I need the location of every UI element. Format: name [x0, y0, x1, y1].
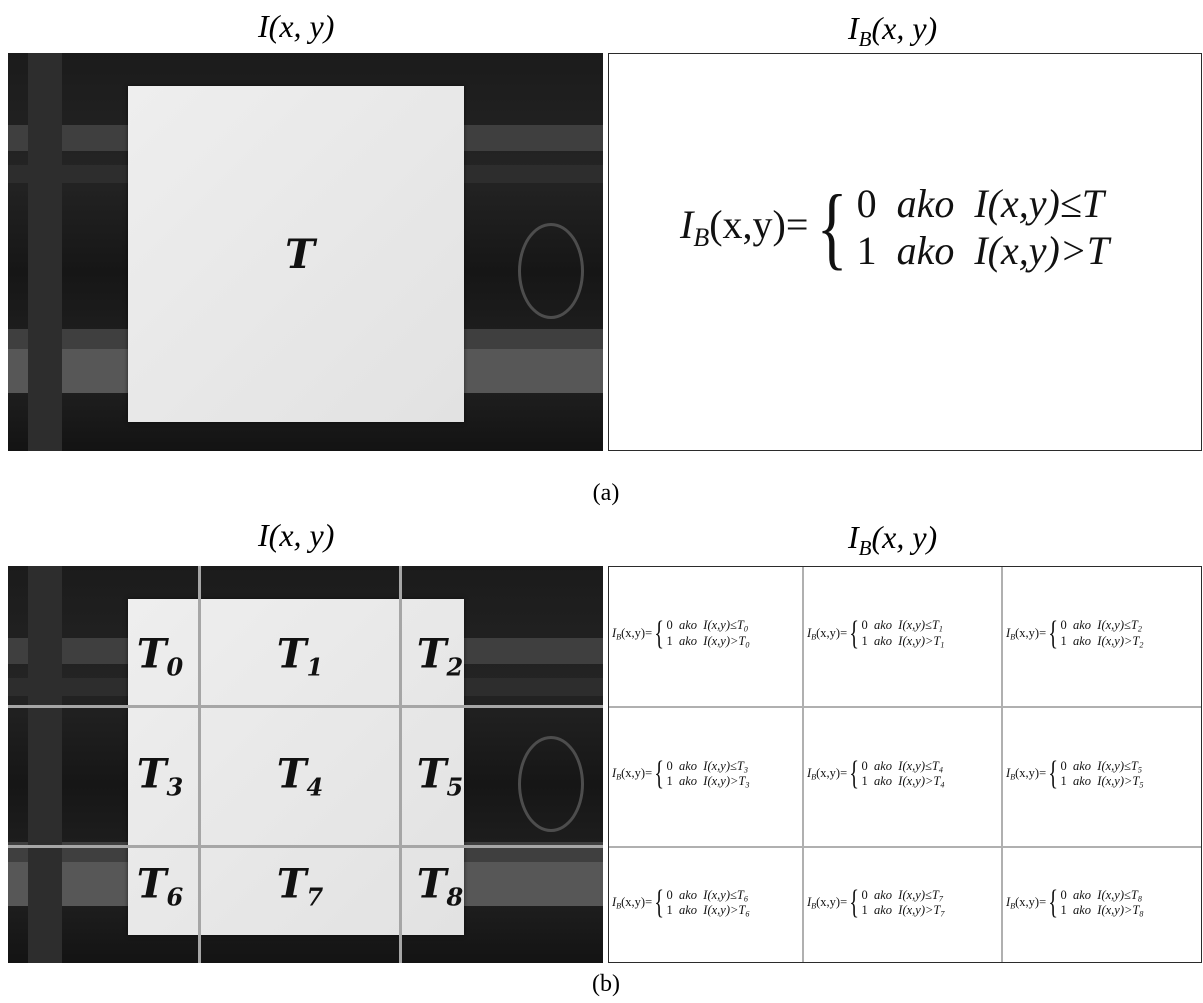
top-right-heading-rest: (x, y): [871, 10, 938, 46]
cell-line-horizontal: [609, 846, 1201, 848]
cell-line-horizontal: [609, 706, 1201, 708]
grid-line-vertical: [399, 566, 402, 963]
cell-line-vertical: [1001, 567, 1003, 962]
white-board: [128, 86, 464, 422]
top-threshold-formula: IB(x,y)= { 0 ako I(x,y)≤T 1 ako I(x,y)>T: [680, 180, 1109, 274]
top-binary-panel: [608, 53, 1202, 451]
cell-formula-t6: IB(x,y)={0 ako I(x,y)≤T6 1 ako I(x,y)>T6: [612, 884, 750, 921]
top-right-heading-base: I: [848, 10, 859, 46]
shelf-post: [28, 53, 62, 451]
region-label-t7: T7: [276, 860, 324, 912]
bottom-right-heading-sub: B: [858, 536, 872, 560]
region-label-t2: T2: [416, 630, 464, 682]
top-right-heading: IB(x, y): [848, 12, 937, 50]
grid-line-vertical: [198, 566, 201, 963]
caption-a: (a): [592, 480, 620, 506]
formula-lhs: IB(x,y)=: [680, 202, 809, 252]
region-label-t0: T0: [136, 630, 184, 682]
cable-coil: [518, 736, 584, 832]
grid-line-horizontal: [8, 845, 603, 848]
threshold-label: T: [285, 231, 315, 278]
caption-b: (b): [592, 971, 620, 997]
bottom-right-heading: IB(x, y): [848, 521, 937, 559]
bottom-right-heading-base: I: [848, 519, 859, 555]
bottom-right-heading-rest: (x, y): [871, 519, 938, 555]
region-label-t3: T3: [136, 750, 184, 802]
region-label-t4: T4: [276, 750, 324, 802]
bottom-left-heading: I(x, y): [258, 517, 335, 553]
cell-formula-t4: IB(x,y)={0 ako I(x,y)≤T4 1 ako I(x,y)>T4: [807, 755, 945, 792]
cell-formula-t0: IB(x,y)={0 ako I(x,y)≤T0 1 ako I(x,y)>T0: [612, 614, 750, 652]
cable-coil: [518, 223, 584, 319]
cell-formula-t2: IB(x,y)={0 ako I(x,y)≤T2 1 ako I(x,y)>T2: [1006, 614, 1144, 652]
formula-case-1: 1 ako I(x,y)>T: [856, 228, 1110, 273]
bottom-grayscale-image: T0 T1 T2 T3 T4 T5 T6 T7 T8: [8, 566, 603, 963]
cell-formula-t5: IB(x,y)={0 ako I(x,y)≤T5 1 ako I(x,y)>T5: [1006, 755, 1144, 792]
top-right-heading-sub: B: [858, 27, 872, 51]
white-board: [128, 599, 464, 935]
formula-case-0: 0 ako I(x,y)≤T: [856, 181, 1105, 226]
shelf-post: [28, 566, 62, 963]
top-grayscale-image: T: [8, 53, 603, 451]
cell-formula-t7: IB(x,y)={0 ako I(x,y)≤T7 1 ako I(x,y)>T7: [807, 884, 945, 921]
formula-brace: {: [817, 176, 848, 278]
cell-line-vertical: [802, 567, 804, 962]
cell-formula-t1: IB(x,y)={0 ako I(x,y)≤T1 1 ako I(x,y)>T1: [807, 614, 945, 652]
region-label-t8: T8: [416, 860, 464, 912]
region-label-t5: T5: [416, 750, 464, 802]
cell-formula-t3: IB(x,y)={0 ako I(x,y)≤T3 1 ako I(x,y)>T3: [612, 755, 750, 792]
formula-cases: 0 ako I(x,y)≤T 1 ako I(x,y)>T: [857, 180, 1109, 274]
bottom-binary-panel: IB(x,y)={0 ako I(x,y)≤T0 1 ako I(x,y)>T0 I…: [608, 566, 1202, 963]
cell-formula-t8: IB(x,y)={0 ako I(x,y)≤T8 1 ako I(x,y)>T8: [1006, 884, 1144, 921]
grid-line-horizontal: [8, 705, 603, 708]
region-label-t6: T6: [136, 860, 184, 912]
top-left-heading: I(x, y): [258, 8, 335, 44]
region-label-t1: T1: [276, 630, 324, 682]
